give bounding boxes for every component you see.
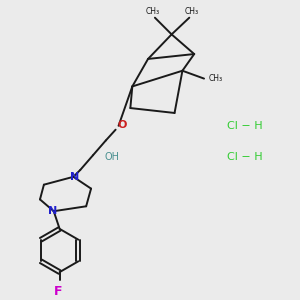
Text: CH₃: CH₃ <box>146 7 160 16</box>
Text: Cl − H: Cl − H <box>226 121 262 131</box>
Text: CH₃: CH₃ <box>184 7 198 16</box>
Text: CH₃: CH₃ <box>209 74 223 83</box>
Text: F: F <box>53 285 62 298</box>
Text: OH: OH <box>105 152 120 162</box>
Text: Cl − H: Cl − H <box>226 152 262 162</box>
Text: O: O <box>118 120 127 130</box>
Text: N: N <box>48 206 57 216</box>
Text: N: N <box>70 172 79 182</box>
